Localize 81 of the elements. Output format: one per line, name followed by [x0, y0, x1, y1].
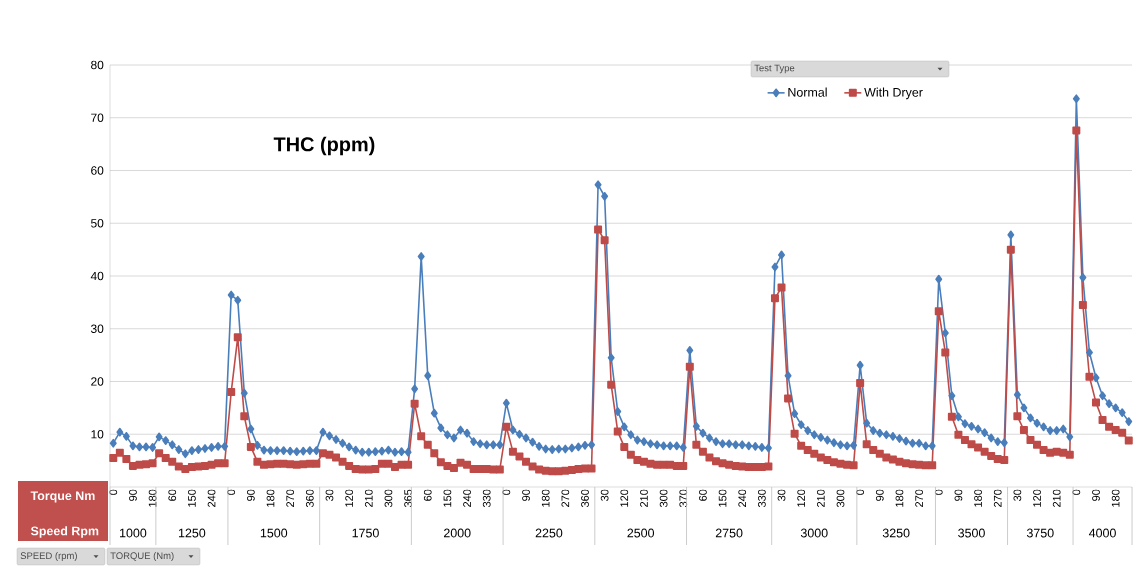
x-tick-label: 0 [227, 489, 236, 495]
y-tick-label: 50 [91, 219, 104, 228]
x-tick-label: 30 [1013, 489, 1022, 501]
x-tick-label: 330 [758, 489, 766, 508]
x-tick-label: 270 [561, 489, 570, 507]
text: 1750 [352, 528, 379, 538]
text: 3250 [882, 528, 910, 538]
x-tick-label: 180 [974, 489, 982, 507]
x-tick-label: 30 [777, 489, 786, 501]
x-tick-label: 150 [718, 489, 727, 507]
text: 1250 [178, 528, 206, 538]
x-tick-label: 30 [325, 489, 334, 501]
x-tick-label: 120 [620, 489, 629, 507]
x-tick-label: 90 [129, 489, 137, 501]
text: TORQUE (Nm) [110, 552, 174, 561]
legend-label: Normal [788, 87, 827, 97]
text: 3750 [1026, 528, 1054, 538]
x-tick-label: 0 [856, 489, 865, 495]
x-tick-label: 30 [600, 489, 609, 501]
text: 3000 [800, 528, 828, 538]
x-tick-label: 360 [305, 489, 314, 508]
x-tick-label: 270 [993, 489, 1002, 507]
x-tick-label: 0 [1072, 489, 1081, 495]
x-tick-label: 330 [482, 489, 491, 508]
y-tick-label: 80 [91, 60, 104, 70]
x-tick-label: 180 [541, 489, 550, 507]
text: 1500 [260, 528, 288, 538]
x-tick-label: 180 [266, 489, 275, 507]
y-tick-label: 40 [90, 271, 104, 281]
x-tick-label: 90 [1092, 489, 1100, 501]
x-tick-label: 90 [522, 489, 530, 501]
x-tick-label: 360 [581, 489, 589, 508]
text: 2000 [444, 528, 471, 538]
x-tick-label: 120 [1033, 489, 1041, 507]
text: 2250 [535, 528, 563, 538]
x-tick-label: 90 [954, 489, 963, 501]
x-tick-label: 150 [188, 489, 196, 507]
text: 4000 [1088, 528, 1116, 538]
x-tick-label: 60 [699, 489, 707, 501]
x-tick-label: 210 [364, 489, 373, 507]
text: 3500 [958, 528, 985, 538]
x-tick-label: 90 [246, 489, 255, 501]
y-tick-label: 30 [90, 324, 104, 333]
x-tick-label: 120 [345, 489, 354, 507]
x-tick-label: 365 [404, 489, 412, 508]
x-tick-label: 300 [384, 489, 393, 508]
legend-title: Test Type [754, 64, 795, 74]
text: 1000 [120, 528, 147, 538]
x-tick-label: 60 [423, 489, 432, 501]
x-tick-label: 270 [915, 489, 923, 507]
x-tick-label: 240 [738, 489, 747, 507]
x-tick-label: 270 [286, 489, 295, 507]
text: SPEED (rpm) [20, 552, 77, 561]
text: THC (ppm) [273, 136, 375, 156]
x-tick-label: 300 [659, 489, 668, 508]
x-tick-label: 210 [1052, 489, 1061, 507]
x-tick-label: 180 [1111, 489, 1120, 507]
y-tick-label: 20 [91, 377, 104, 386]
x-tick-label: 0 [109, 489, 118, 495]
text: 2750 [715, 528, 743, 538]
y-tick-label: 70 [91, 113, 104, 122]
y-tick-label: 60 [91, 166, 104, 175]
x-tick-label: 180 [895, 489, 904, 507]
x-tick-label: 180 [148, 489, 157, 507]
x-tick-label: 90 [875, 489, 884, 501]
x-tick-label: 120 [797, 489, 806, 507]
x-tick-label: 0 [934, 489, 943, 495]
y-tick-label: 10 [91, 430, 104, 439]
text: 2500 [627, 528, 655, 538]
x-tick-label: 210 [640, 489, 648, 507]
text: Speed Rpm [30, 526, 99, 538]
text: Torque Nm [30, 491, 95, 503]
x-tick-label: 150 [443, 489, 452, 507]
x-tick-label: 300 [836, 489, 845, 508]
legend-label: With Dryer [864, 87, 923, 100]
x-tick-label: 370 [679, 489, 688, 508]
x-tick-label: 210 [816, 489, 825, 507]
x-tick-label: 240 [207, 489, 216, 507]
x-tick-label: 60 [168, 489, 177, 501]
x-tick-label: 0 [502, 489, 511, 495]
x-tick-label: 240 [463, 489, 471, 507]
